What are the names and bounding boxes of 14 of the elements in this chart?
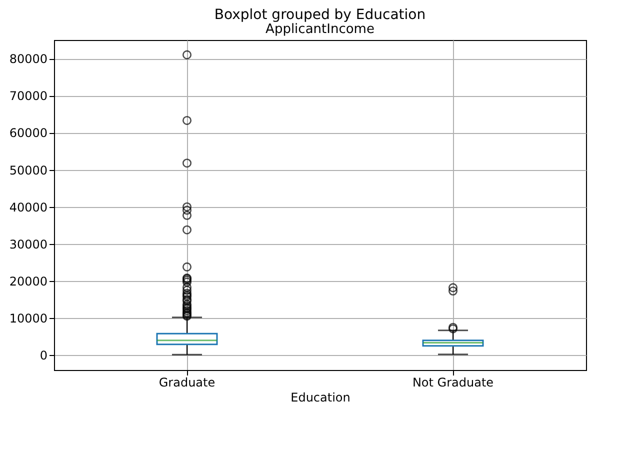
x-tick-label: Graduate — [158, 376, 216, 390]
x-tick-label: Not Graduate — [412, 376, 494, 390]
y-tick-label: 20000 — [9, 274, 48, 289]
y-tick-label: 10000 — [9, 312, 48, 326]
y-tick-label: 60000 — [9, 126, 48, 140]
y-tick-label: 40000 — [9, 200, 48, 214]
chart-title: Boxplot grouped by Education — [214, 7, 426, 23]
y-tick-label: 80000 — [9, 52, 48, 66]
y-tick-label: 30000 — [9, 237, 48, 252]
x-axis-title: Education — [290, 390, 350, 404]
y-tick-label: 70000 — [9, 89, 48, 104]
y-tick-label: 0 — [40, 348, 48, 363]
y-tick-label: 50000 — [9, 163, 48, 178]
chart-subtitle: ApplicantIncome — [266, 22, 374, 37]
